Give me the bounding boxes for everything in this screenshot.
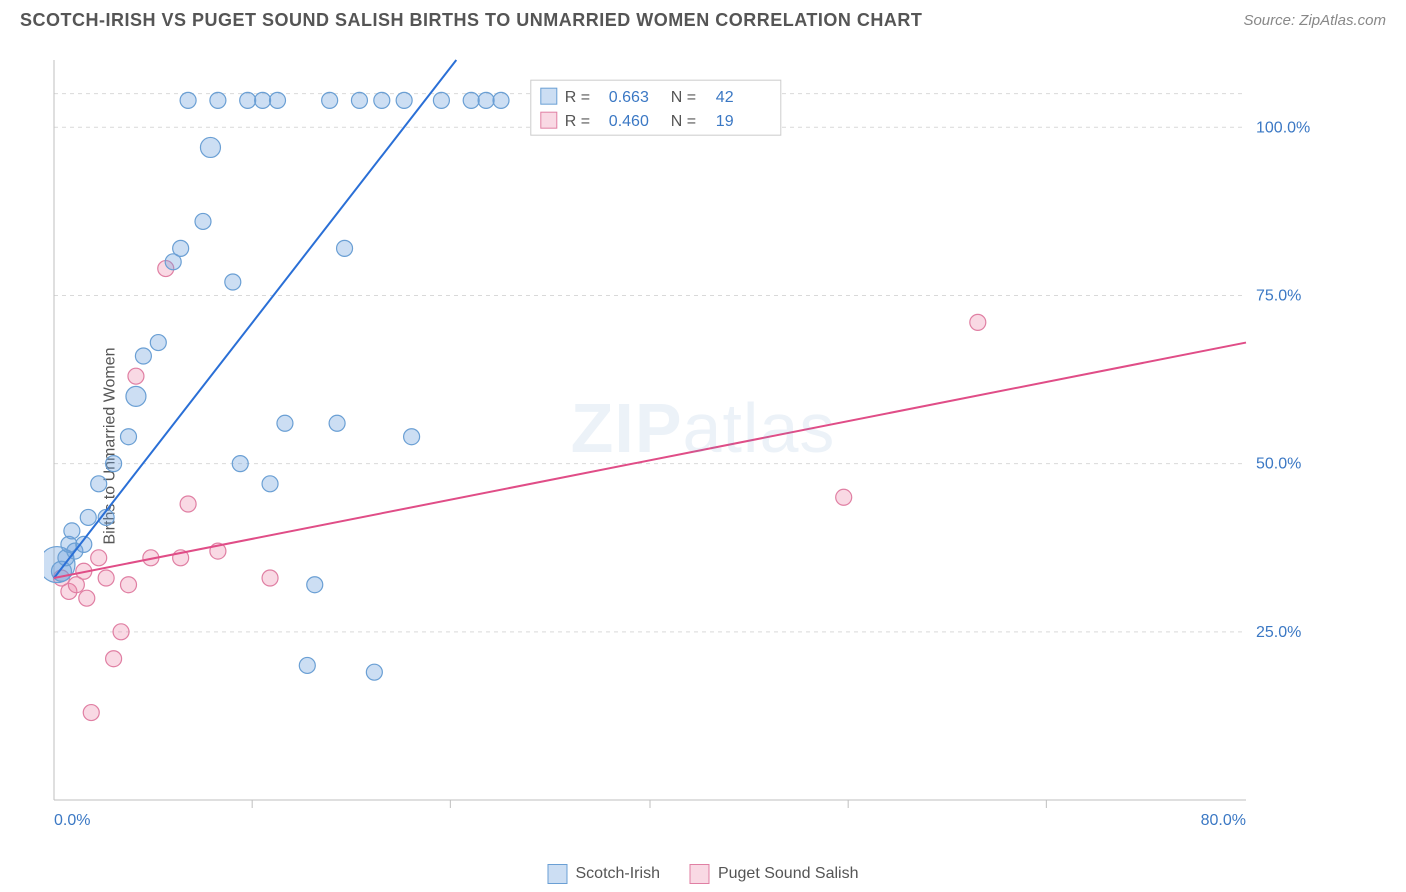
svg-text:42: 42 (716, 89, 734, 106)
svg-text:0.663: 0.663 (609, 89, 649, 106)
svg-text:N =: N = (671, 113, 696, 130)
legend-label: Scotch-Irish (575, 865, 659, 883)
source-text: Source: ZipAtlas.com (1243, 12, 1386, 29)
svg-text:100.0%: 100.0% (1256, 119, 1310, 136)
svg-text:N =: N = (671, 89, 696, 106)
svg-text:80.0%: 80.0% (1201, 812, 1246, 829)
svg-text:25.0%: 25.0% (1256, 624, 1301, 641)
svg-text:50.0%: 50.0% (1256, 456, 1301, 473)
svg-text:R =: R = (565, 113, 590, 130)
svg-text:0.460: 0.460 (609, 113, 649, 130)
legend-label: Puget Sound Salish (718, 865, 859, 883)
chart-title: SCOTCH-IRISH VS PUGET SOUND SALISH BIRTH… (20, 10, 922, 31)
scatter-chart: 25.0% 50.0% 75.0% 100.0% 0.0% 80.0% R = 0.663 N … (44, 50, 1316, 830)
svg-text:75.0%: 75.0% (1256, 287, 1301, 304)
svg-text:19: 19 (716, 113, 734, 130)
swatch-icon (547, 864, 567, 884)
legend-item-series2: Puget Sound Salish (690, 864, 859, 884)
chart-area: 25.0% 50.0% 75.0% 100.0% 0.0% 80.0% R = 0.663 N … (44, 50, 1316, 832)
legend-item-series1: Scotch-Irish (547, 864, 659, 884)
swatch-icon (690, 864, 710, 884)
svg-text:R =: R = (565, 89, 590, 106)
bottom-legend: Scotch-Irish Puget Sound Salish (547, 864, 858, 884)
svg-text:0.0%: 0.0% (54, 812, 90, 829)
